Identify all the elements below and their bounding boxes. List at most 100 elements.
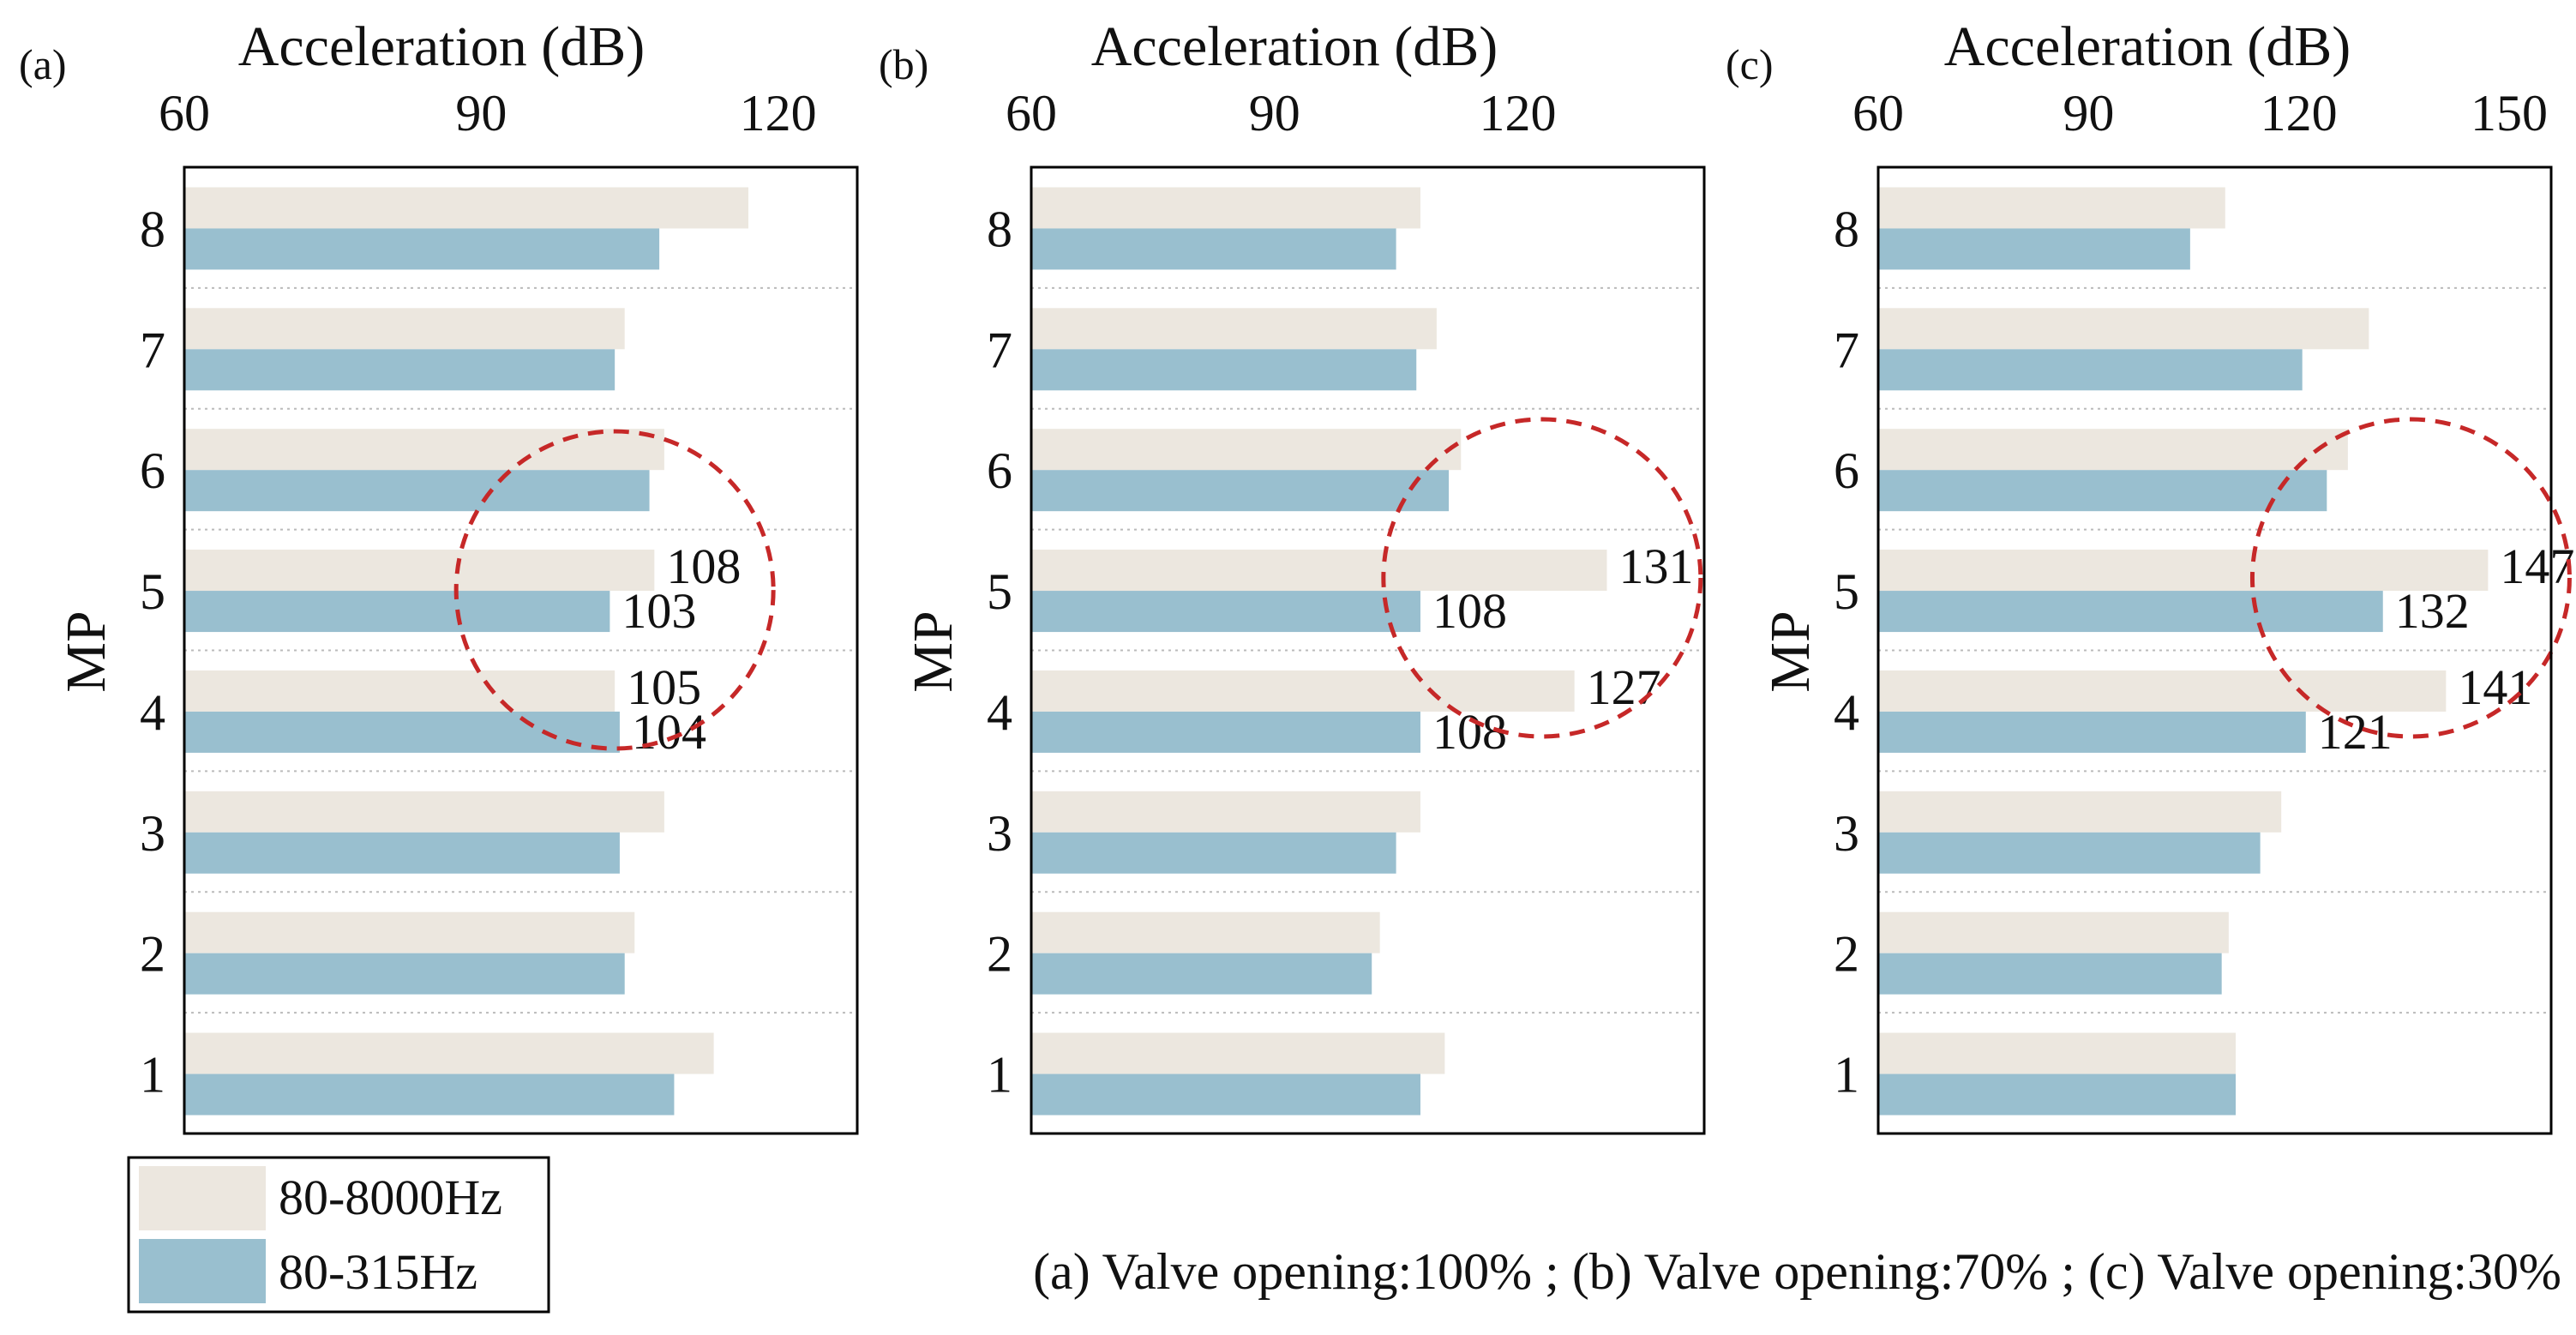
value-label: 132	[2395, 583, 2470, 639]
tick-labels: 1 2 3 4 5 6 7 8 60 90 120 150	[1834, 85, 2548, 1103]
bar-full-band-mp5	[184, 550, 655, 592]
x-tick-label: 120	[2261, 85, 2338, 141]
legend-swatch-full-band	[139, 1166, 266, 1230]
plot-frame	[1030, 165, 1706, 1135]
legend-swatch-low-band	[139, 1239, 266, 1303]
highlight-circle	[2249, 417, 2572, 739]
bar-full-band-mp2	[184, 911, 635, 953]
grid-lines	[1878, 286, 2551, 1014]
y-axis-title: MP	[1759, 610, 1822, 692]
bar-low-band-mp6	[1878, 470, 2327, 512]
bar-full-band-mp3	[1031, 791, 1420, 833]
value-annotations: 147 132 141 121	[2318, 538, 2575, 760]
value-annotations: 131 108 127 108	[1432, 538, 1694, 760]
bar-low-band-mp1	[1878, 1073, 2237, 1116]
x-tick-label: 150	[2471, 85, 2548, 141]
bar-full-band-mp6	[1878, 429, 2348, 471]
bar-low-band-mp7	[1878, 349, 2303, 391]
y-tick-label: 5	[1834, 563, 1859, 620]
bar-full-band-mp1	[184, 1032, 714, 1074]
tick-labels: 1 2 3 4 5 6 7 8 60 90 120	[140, 85, 817, 1103]
value-label: 108	[1432, 583, 1507, 639]
value-label: 121	[2318, 704, 2393, 760]
x-axis-title: Acceleration (dB)	[238, 15, 646, 78]
value-label: 131	[1619, 538, 1694, 594]
bar-full-band-mp1	[1878, 1032, 2237, 1074]
y-tick-label: 8	[1834, 201, 1859, 257]
y-axis-title: MP	[902, 610, 964, 692]
bar-low-band-mp3	[1878, 832, 2261, 874]
bar-full-band-mp3	[1878, 791, 2282, 833]
x-tick-label: 90	[455, 85, 507, 141]
value-label: 108	[666, 538, 741, 594]
y-tick-label: 3	[140, 805, 165, 862]
bar-full-band-mp7	[184, 308, 625, 350]
bar-low-band-mp4	[1031, 711, 1420, 753]
highlight-circle	[453, 429, 776, 751]
panel-label: (b)	[879, 40, 928, 88]
bar-low-band-mp2	[1031, 953, 1372, 995]
bar-full-band-mp2	[1031, 911, 1380, 953]
bar-low-band-mp7	[1031, 349, 1417, 391]
bar-low-band-mp1	[1031, 1073, 1420, 1116]
y-tick-label: 1	[987, 1047, 1012, 1103]
bar-full-band-mp4	[1878, 670, 2447, 712]
bar-low-band-mp5	[1878, 591, 2383, 633]
x-tick-label: 90	[1249, 85, 1300, 141]
value-label: 147	[2500, 538, 2574, 594]
y-axis-title: MP	[55, 610, 117, 692]
bar-low-band-mp3	[184, 832, 620, 874]
y-tick-label: 3	[987, 805, 1012, 862]
bar-low-band-mp6	[184, 470, 650, 512]
bar-full-band-mp5	[1878, 550, 2489, 592]
y-tick-label: 2	[140, 926, 165, 983]
panel-label: (a)	[19, 40, 67, 88]
y-tick-label: 4	[140, 684, 165, 741]
bar-low-band-mp4	[184, 711, 620, 753]
x-axis-title: Acceleration (dB)	[1091, 15, 1498, 78]
tick-labels: 1 2 3 4 5 6 7 8 60 90 120	[987, 85, 1556, 1103]
y-tick-label: 3	[1834, 805, 1859, 862]
bar-full-band-mp8	[1031, 187, 1420, 229]
y-tick-label: 7	[987, 322, 1012, 378]
bar-full-band-mp5	[1031, 550, 1607, 592]
bar-low-band-mp8	[1031, 228, 1396, 270]
bar-low-band-mp6	[1031, 470, 1450, 512]
bar-full-band-mp7	[1031, 308, 1437, 350]
value-label: 141	[2458, 659, 2532, 715]
bars	[184, 187, 749, 1116]
x-tick-label: 60	[1852, 85, 1904, 141]
y-tick-label: 4	[987, 684, 1012, 741]
y-tick-label: 8	[140, 201, 165, 257]
y-tick-label: 6	[1834, 442, 1859, 499]
bar-low-band-mp1	[184, 1073, 675, 1116]
bar-low-band-mp7	[184, 349, 615, 391]
bar-full-band-mp1	[1031, 1032, 1445, 1074]
bars	[1878, 187, 2489, 1116]
bars	[1031, 187, 1607, 1116]
bar-full-band-mp4	[184, 670, 615, 712]
x-tick-label: 120	[740, 85, 817, 141]
y-tick-label: 8	[987, 201, 1012, 257]
bar-low-band-mp2	[1878, 953, 2222, 995]
x-tick-label: 90	[2063, 85, 2114, 141]
y-tick-label: 5	[987, 563, 1012, 620]
x-axis-title: Acceleration (dB)	[1944, 15, 2351, 78]
value-label: 104	[632, 704, 706, 760]
panel-label: (c)	[1726, 40, 1774, 88]
bar-full-band-mp7	[1878, 308, 2369, 350]
bar-full-band-mp6	[184, 429, 664, 471]
y-tick-label: 7	[140, 322, 165, 378]
panel-c: (c) Acceleration (dB) MP 1 2 3 4 5 6 7 8 60 90 120…	[1726, 15, 2575, 1135]
panel-a: (a) Acceleration (dB) MP 1 2 3 4 5 6 7 8 60 90 120…	[19, 15, 859, 1135]
bar-full-band-mp2	[1878, 911, 2229, 953]
x-tick-label: 60	[159, 85, 210, 141]
y-tick-label: 1	[1834, 1047, 1859, 1103]
grid-lines	[184, 286, 857, 1014]
bar-full-band-mp8	[184, 187, 749, 229]
bar-low-band-mp8	[184, 228, 660, 270]
bar-low-band-mp8	[1878, 228, 2190, 270]
value-label: 105	[627, 659, 701, 715]
